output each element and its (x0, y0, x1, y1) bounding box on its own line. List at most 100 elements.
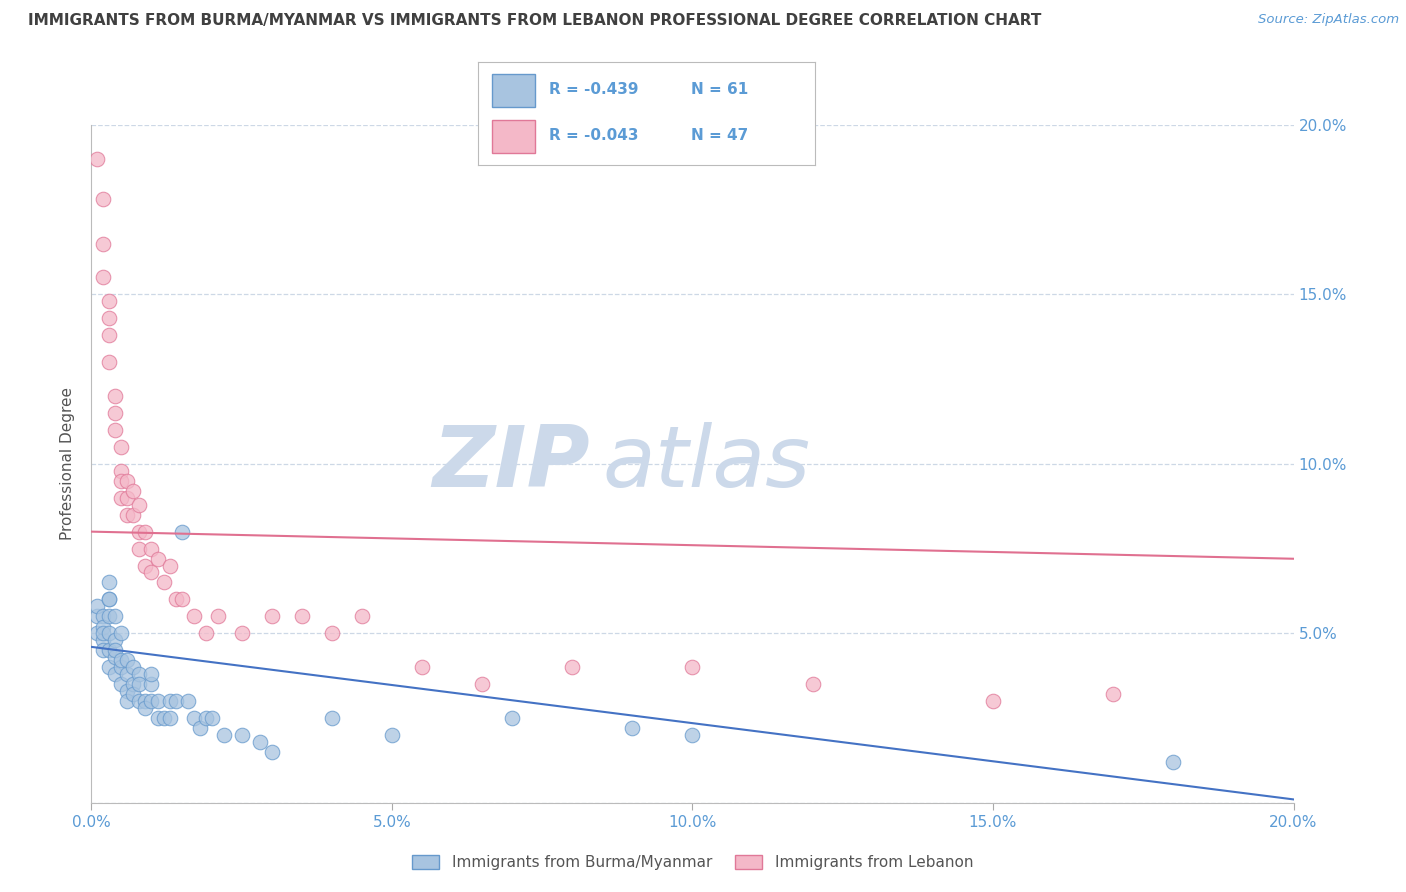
Point (117, 474, 139, 488)
Point (93, 609, 115, 624)
Point (86, 599, 108, 614)
Point (621, 721, 644, 735)
Point (146, 551, 169, 566)
Point (104, 406, 127, 420)
Point (104, 643, 127, 657)
Point (159, 558, 181, 573)
Point (93, 236, 115, 251)
Point (104, 667, 127, 681)
Point (1102, 687, 1125, 701)
Point (981, 694, 1004, 708)
Point (128, 667, 150, 681)
Point (98, 592, 121, 607)
Text: R = -0.439: R = -0.439 (548, 82, 638, 97)
Point (321, 711, 343, 725)
Point (176, 694, 198, 708)
Point (350, 609, 373, 624)
Point (122, 677, 145, 691)
Point (291, 609, 314, 624)
Point (170, 524, 193, 539)
Point (93, 643, 115, 657)
Y-axis label: Professional Degree: Professional Degree (60, 387, 76, 541)
Point (93, 626, 115, 640)
Text: N = 47: N = 47 (690, 128, 748, 144)
Point (98, 328, 121, 343)
Point (183, 609, 205, 624)
Point (134, 524, 156, 539)
FancyBboxPatch shape (492, 120, 536, 153)
Point (110, 491, 132, 505)
Point (134, 701, 156, 715)
Point (110, 660, 132, 674)
Point (146, 694, 169, 708)
Point (260, 609, 283, 624)
Point (104, 609, 127, 624)
Text: IMMIGRANTS FROM BURMA/MYANMAR VS IMMIGRANTS FROM LEBANON PROFESSIONAL DEGREE COR: IMMIGRANTS FROM BURMA/MYANMAR VS IMMIGRA… (28, 13, 1042, 29)
Point (165, 592, 187, 607)
Point (183, 711, 205, 725)
Point (134, 558, 156, 573)
Point (98, 355, 121, 369)
Point (122, 483, 145, 498)
Point (212, 728, 235, 742)
Point (321, 626, 343, 640)
Legend: Immigrants from Burma/Myanmar, Immigrants from Lebanon: Immigrants from Burma/Myanmar, Immigrant… (406, 849, 979, 877)
Point (98, 660, 121, 674)
Point (98, 626, 121, 640)
Point (170, 592, 193, 607)
Point (128, 694, 150, 708)
Point (93, 619, 115, 633)
Point (122, 687, 145, 701)
Point (104, 389, 127, 403)
Text: R = -0.043: R = -0.043 (548, 128, 638, 144)
Point (141, 541, 163, 556)
Text: atlas: atlas (602, 422, 810, 506)
Text: Source: ZipAtlas.com: Source: ZipAtlas.com (1258, 13, 1399, 27)
Point (98, 311, 121, 326)
Point (159, 711, 181, 725)
Point (122, 508, 145, 522)
Point (110, 677, 132, 691)
Point (110, 474, 132, 488)
Point (152, 711, 174, 725)
Point (134, 694, 156, 708)
Point (104, 650, 127, 665)
Point (381, 728, 404, 742)
Point (801, 677, 824, 691)
Point (159, 694, 181, 708)
Point (260, 745, 283, 759)
Point (98, 294, 121, 309)
Point (128, 677, 150, 691)
Point (98, 575, 121, 590)
Point (201, 711, 224, 725)
Point (128, 524, 150, 539)
FancyBboxPatch shape (492, 74, 536, 106)
Point (146, 711, 169, 725)
Point (117, 508, 139, 522)
Point (104, 423, 127, 437)
Point (117, 694, 139, 708)
Point (104, 633, 127, 648)
Point (128, 541, 150, 556)
Point (1161, 755, 1184, 769)
Point (93, 270, 115, 285)
Point (141, 677, 163, 691)
Point (141, 667, 163, 681)
Point (471, 677, 494, 691)
Point (141, 566, 163, 580)
Point (231, 728, 253, 742)
Text: ZIP: ZIP (433, 422, 591, 506)
Point (194, 711, 217, 725)
Point (93, 633, 115, 648)
Point (207, 609, 229, 624)
Point (501, 711, 523, 725)
Point (231, 626, 253, 640)
Point (128, 498, 150, 512)
Point (681, 660, 703, 674)
Point (86, 152, 108, 166)
Point (93, 193, 115, 207)
Point (86, 609, 108, 624)
Point (411, 660, 433, 674)
Point (98, 592, 121, 607)
Point (249, 735, 271, 749)
